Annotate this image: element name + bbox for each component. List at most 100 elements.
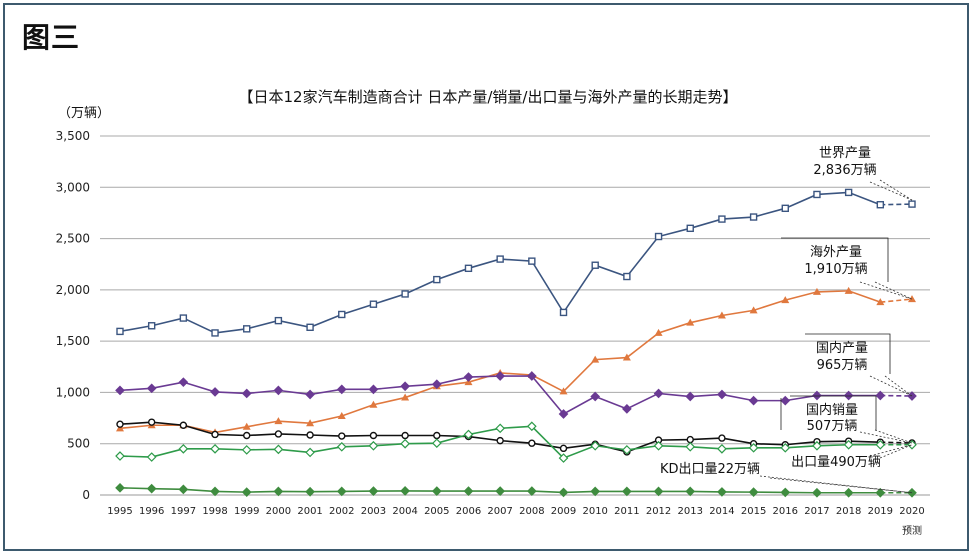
data-point-world xyxy=(654,232,663,241)
data-point-domestic_sales xyxy=(401,431,409,440)
data-point-domestic_prod xyxy=(717,389,727,400)
data-point-exports xyxy=(146,452,157,462)
data-point-overseas xyxy=(337,412,346,420)
x-tick-label: 2017 xyxy=(804,506,829,517)
x-tick-label: 2004 xyxy=(392,506,417,517)
data-point-world xyxy=(147,322,156,330)
annotation-box xyxy=(781,237,889,282)
data-point-overseas xyxy=(876,298,885,306)
y-tick-label: 3,000 xyxy=(56,180,90,194)
data-point-world xyxy=(781,204,789,213)
annotation-leader xyxy=(869,444,913,457)
data-point-overseas xyxy=(749,306,758,314)
x-forecast-note: 预测 xyxy=(902,524,922,537)
series-forecast-line-domestic_prod xyxy=(880,394,913,397)
annotation-box xyxy=(805,333,891,374)
data-point-world xyxy=(844,188,853,197)
x-tick-label: 2001 xyxy=(297,506,322,517)
data-point-world xyxy=(813,190,821,199)
data-point-domestic_prod xyxy=(780,395,791,406)
y-tick-label: 1,000 xyxy=(56,385,90,399)
data-point-world xyxy=(559,308,568,317)
chart-title: 【日本12家汽车制造商合计 日本产量/销量/出口量与海外产量的长期走势】 xyxy=(238,88,738,106)
data-point-domestic_prod xyxy=(748,395,759,406)
data-point-exports xyxy=(431,438,442,449)
data-point-overseas xyxy=(591,355,600,363)
data-point-kd xyxy=(812,487,822,498)
annotation-world-value: 2,836万辆 xyxy=(813,163,876,178)
x-tick-label: 2020 xyxy=(899,506,924,517)
data-point-domestic_sales xyxy=(306,431,314,439)
annotation-domestic-production-title: 国内产量 xyxy=(816,340,868,356)
data-point-exports xyxy=(241,445,252,455)
data-point-overseas xyxy=(654,328,663,336)
x-tick-label: 2007 xyxy=(487,506,512,517)
data-point-kd xyxy=(241,487,252,497)
data-point-exports xyxy=(400,438,410,449)
data-point-domestic_sales xyxy=(338,432,346,440)
data-point-world xyxy=(908,200,916,208)
data-point-world xyxy=(243,325,251,333)
data-point-overseas xyxy=(844,286,853,294)
annotation-domestic-production-value: 965万辆 xyxy=(817,358,868,373)
data-point-exports xyxy=(622,445,632,455)
y-axis-unit: （万辆） xyxy=(58,106,111,121)
data-point-exports xyxy=(717,443,727,454)
x-tick-label: 2002 xyxy=(329,506,354,517)
y-tick-label: 500 xyxy=(67,437,90,451)
annotation-overseas-title: 海外产量 xyxy=(810,245,862,260)
data-point-world xyxy=(338,310,346,319)
data-point-kd xyxy=(843,487,854,498)
series-forecast-line-domestic_sales xyxy=(880,441,913,444)
data-point-exports xyxy=(875,439,886,450)
x-tick-label: 1995 xyxy=(107,506,132,517)
data-point-exports xyxy=(463,429,474,440)
data-point-kd xyxy=(115,482,125,493)
data-point-world xyxy=(686,224,694,233)
data-point-overseas xyxy=(369,400,378,408)
data-point-domestic_sales xyxy=(211,430,219,439)
data-point-exports xyxy=(780,442,791,453)
data-point-domestic_prod xyxy=(146,383,157,394)
data-point-exports xyxy=(685,441,696,452)
data-point-domestic_sales xyxy=(369,431,378,440)
data-point-world xyxy=(369,300,378,308)
annotation-backdrop xyxy=(790,452,882,470)
data-point-kd xyxy=(336,486,347,497)
data-point-overseas xyxy=(274,417,283,425)
y-tick-label: 2,500 xyxy=(56,232,90,246)
data-point-world xyxy=(433,275,441,284)
data-point-domestic_prod xyxy=(178,377,189,388)
data-point-kd xyxy=(717,487,727,497)
data-point-overseas xyxy=(812,287,821,295)
data-point-kd xyxy=(463,486,474,496)
annotation-leader xyxy=(874,429,913,444)
data-point-world xyxy=(496,255,504,263)
data-point-domestic_prod xyxy=(622,403,632,414)
data-point-exports xyxy=(590,440,601,451)
data-point-world xyxy=(179,314,188,322)
data-point-world xyxy=(876,201,885,209)
data-point-kd xyxy=(400,486,410,496)
data-point-domestic_sales xyxy=(179,421,188,429)
x-tick-label: 2019 xyxy=(868,506,893,517)
data-point-exports xyxy=(368,440,379,451)
data-point-domestic_sales xyxy=(718,434,726,442)
data-point-kd xyxy=(305,486,315,497)
series-forecast-line-world xyxy=(880,203,913,206)
data-point-domestic_prod xyxy=(368,384,379,395)
x-tick-label: 2000 xyxy=(266,506,291,517)
data-point-exports xyxy=(115,451,125,461)
data-point-world xyxy=(718,215,726,223)
annotation-leader xyxy=(859,431,913,444)
annotation-box xyxy=(790,395,877,430)
data-point-domestic_sales xyxy=(496,436,504,445)
x-tick-label: 2010 xyxy=(582,506,607,517)
annotation-world-title: 世界产量 xyxy=(819,146,871,161)
annotation-kd: KD出口量22万辆 xyxy=(660,462,760,477)
x-tick-label: 1996 xyxy=(139,506,164,517)
data-point-kd xyxy=(780,487,791,498)
data-point-exports xyxy=(748,442,759,453)
data-point-domestic_sales xyxy=(147,418,156,426)
data-point-exports xyxy=(210,443,220,454)
